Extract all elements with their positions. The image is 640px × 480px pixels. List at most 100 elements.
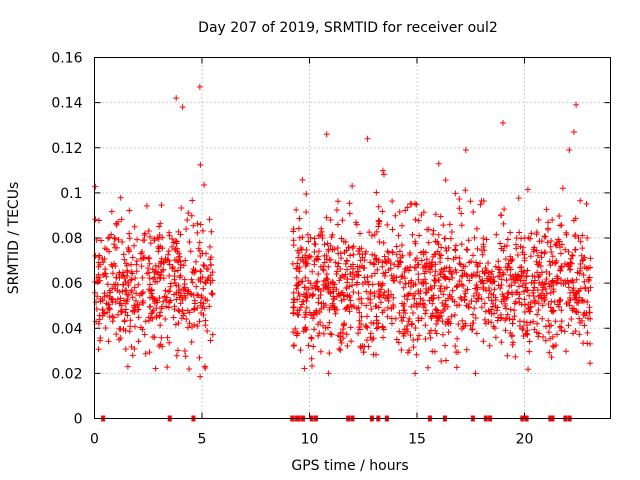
data-point (173, 240, 180, 247)
data-point (570, 128, 577, 135)
data-point (318, 228, 325, 235)
data-point (563, 229, 570, 236)
data-point (485, 285, 492, 292)
data-point (445, 244, 452, 251)
data-point (152, 262, 159, 269)
data-point (463, 246, 470, 253)
data-point (426, 330, 433, 337)
data-point (126, 207, 133, 214)
data-point (526, 348, 533, 355)
data-point (496, 273, 503, 280)
data-point (572, 215, 579, 222)
data-point (166, 299, 173, 306)
data-point (191, 269, 198, 276)
data-point (491, 286, 498, 293)
data-point (412, 240, 419, 247)
data-point (290, 329, 297, 336)
data-point (437, 213, 444, 220)
data-point (425, 239, 432, 246)
data-point (102, 266, 109, 273)
data-point (356, 264, 363, 271)
data-point (515, 295, 522, 302)
data-point (157, 322, 164, 329)
data-point (475, 295, 482, 302)
data-point (428, 313, 435, 320)
data-point (169, 263, 176, 270)
data-point (311, 311, 318, 318)
data-point (96, 252, 103, 259)
data-point (321, 252, 328, 259)
data-point (518, 264, 525, 271)
data-point (423, 280, 430, 287)
data-point (317, 319, 324, 326)
data-point (101, 245, 108, 252)
data-point (479, 277, 486, 284)
data-point (440, 268, 447, 275)
data-point (290, 289, 297, 296)
data-point (157, 309, 164, 316)
data-point (481, 300, 488, 307)
data-point (525, 366, 532, 373)
data-point (361, 257, 368, 264)
data-point (290, 310, 297, 317)
data-point (92, 216, 99, 223)
data-point (543, 290, 550, 297)
data-point (140, 300, 147, 307)
data-point (110, 314, 117, 321)
data-point (491, 310, 498, 317)
data-point (521, 318, 528, 325)
data-point (358, 300, 365, 307)
data-point (131, 242, 138, 249)
data-point (432, 306, 439, 313)
data-point (129, 294, 136, 301)
data-point (528, 279, 535, 286)
data-point (539, 279, 546, 286)
data-point (371, 270, 378, 277)
data-point (138, 290, 145, 297)
data-point (314, 278, 321, 285)
data-point (181, 348, 188, 355)
plot-frame (94, 57, 611, 419)
data-point (181, 276, 188, 283)
data-point (356, 317, 363, 324)
data-point (197, 268, 204, 275)
data-point (422, 289, 429, 296)
data-point (390, 301, 397, 308)
data-point (490, 274, 497, 281)
data-point (568, 315, 575, 322)
data-point (173, 257, 180, 264)
data-point (304, 294, 311, 301)
data-point (356, 296, 363, 303)
data-point (109, 299, 116, 306)
data-point (527, 319, 534, 326)
data-point (186, 366, 193, 373)
data-point (370, 260, 377, 267)
data-point (545, 280, 552, 287)
data-point (545, 329, 552, 336)
data-point (411, 295, 418, 302)
data-point (545, 226, 552, 233)
data-point (429, 310, 436, 317)
data-point (468, 258, 475, 265)
data-point (343, 331, 350, 338)
data-point (453, 349, 460, 356)
data-point (400, 302, 407, 309)
data-point (432, 238, 439, 245)
data-point (397, 278, 404, 285)
data-point (415, 276, 422, 283)
data-point (108, 261, 115, 268)
data-point (565, 284, 572, 291)
data-point (315, 270, 322, 277)
data-point (459, 272, 466, 279)
data-point (527, 235, 534, 242)
data-point (533, 231, 540, 238)
data-point (114, 296, 121, 303)
data-point (556, 244, 563, 251)
data-point (146, 294, 153, 301)
data-point (371, 290, 378, 297)
data-point (398, 314, 405, 321)
data-point (500, 220, 507, 227)
data-point (565, 322, 572, 329)
data-point (362, 279, 369, 286)
data-point (573, 290, 580, 297)
